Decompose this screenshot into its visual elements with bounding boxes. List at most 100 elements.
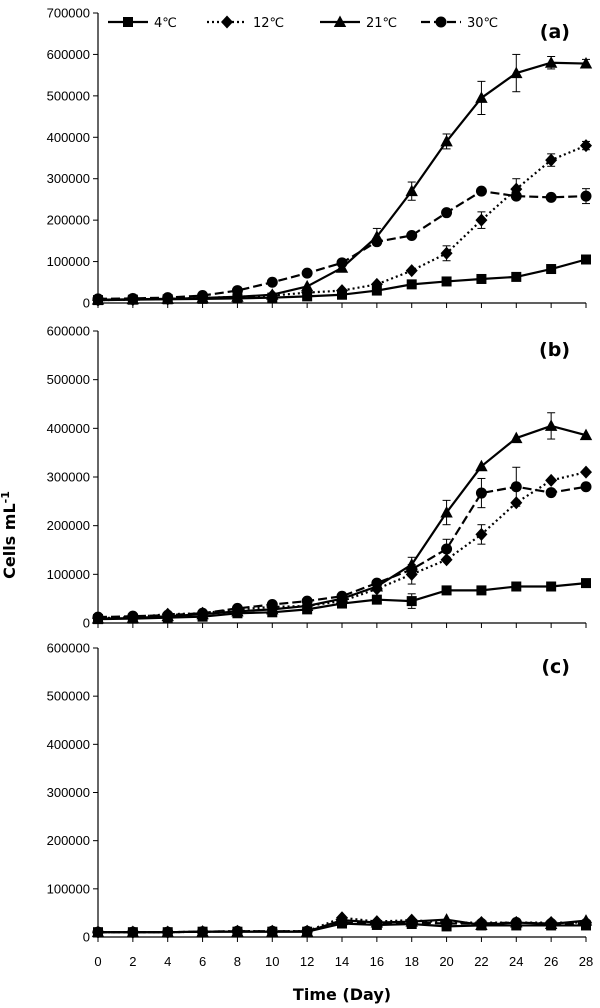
panel-a-series-line-30C	[97, 190, 587, 300]
panel-b-point-4C	[476, 585, 487, 596]
panel-b: 0 100000 200000 300000 400000 500000 600000 (b)	[47, 324, 593, 631]
panel-b-y-tick-label: 200000	[47, 518, 90, 533]
panel-b-series-line-30C	[97, 485, 587, 619]
panel-a: 0 100000 200000 300000 400000 500000 600000 700…	[47, 6, 593, 311]
panel-c-y-tick-label: 200000	[47, 833, 90, 848]
x-tick-label: 2	[129, 954, 136, 969]
x-tick-label: 26	[544, 954, 558, 969]
panel-a-point-30C	[266, 276, 278, 288]
panel-b-point-12C	[475, 527, 488, 541]
panels-layer: 0 100000 200000 300000 400000 500000 600000 700…	[47, 6, 594, 970]
panel-b-point-30C	[231, 602, 243, 614]
panel-b-point-30C	[336, 590, 348, 602]
panel-a-point-12C	[475, 213, 488, 227]
panel-a-point-30C	[510, 190, 522, 202]
legend: 4℃ 12℃ 21℃ 30℃	[108, 15, 498, 31]
panel-b-point-12C	[545, 473, 558, 487]
panel-b-point-30C	[441, 543, 453, 555]
panel-c-point-30C	[441, 918, 453, 930]
panel-c-point-30C	[197, 926, 209, 938]
panel-a-point-30C	[475, 185, 487, 197]
panel-b-point-30C	[127, 610, 139, 622]
panel-c-y-tick-label: 0	[83, 930, 90, 945]
panel-a-point-21C	[440, 134, 453, 147]
panel-c-point-30C	[92, 926, 104, 938]
panel-b-point-21C	[544, 419, 558, 431]
panel-b-point-30C	[266, 599, 278, 611]
panel-a-point-21C	[300, 279, 314, 292]
panel-a-point-21C	[266, 288, 279, 300]
panel-a-y-tick-label: 200000	[47, 213, 90, 228]
panel-b-point-4C	[511, 581, 522, 592]
panel-b-point-4C	[581, 578, 591, 589]
legend-item-4C: 4℃	[108, 16, 177, 31]
panel-a-point-21C	[544, 56, 558, 68]
panel-b-point-30C	[510, 481, 522, 493]
panel-b-y-tick-label: 500000	[47, 372, 90, 387]
panel-b-point-4C	[546, 581, 557, 592]
panel-a-label: (a)	[540, 21, 570, 43]
panel-c-point-30C	[406, 917, 418, 929]
y-axis-title-main: Cells mL	[0, 503, 19, 579]
panel-a-point-12C	[370, 277, 383, 291]
panel-c-point-30C	[336, 917, 348, 929]
x-tick-label: 10	[265, 954, 279, 969]
legend-label-12C: 12℃	[253, 16, 284, 31]
panel-a-point-30C	[301, 267, 313, 279]
panel-b-point-30C	[92, 611, 104, 623]
x-tick-labels: 0 2 4 6 8 10 12 14 16 18 20 22 24 26 28	[94, 954, 593, 969]
x-tick-label: 4	[164, 954, 171, 969]
panel-a-series-30C	[92, 185, 592, 305]
panel-a-point-30C	[127, 292, 139, 304]
panel-c: 0 100000 200000 300000 400000 500000 600000 (c)	[47, 641, 593, 945]
panel-c-point-30C	[231, 925, 243, 937]
panel-c-series-30C	[92, 917, 592, 938]
panel-a-point-4C	[476, 273, 487, 284]
panel-a-point-4C	[581, 254, 591, 265]
panel-c-point-30C	[162, 926, 174, 938]
legend-item-30C: 30℃	[421, 16, 498, 31]
panel-b-label: (b)	[539, 339, 570, 361]
panel-c-point-30C	[545, 918, 557, 930]
x-tick-label: 18	[404, 954, 418, 969]
legend-marker-21C	[333, 15, 347, 27]
panel-a-y-tick-label: 300000	[47, 171, 90, 186]
panel-a-point-12C	[580, 139, 592, 153]
x-tick-label: 24	[509, 954, 523, 969]
panel-a-point-30C	[545, 191, 557, 203]
x-tick-label: 22	[474, 954, 488, 969]
panel-b-point-30C	[475, 487, 487, 499]
panel-b-point-30C	[197, 607, 209, 619]
panel-b-point-4C	[371, 594, 382, 605]
legend-item-12C: 12℃	[207, 15, 284, 31]
panel-a-y-tick-label: 600000	[47, 47, 90, 62]
panel-c-series-line-30C	[98, 921, 586, 934]
panel-c-point-30C	[301, 925, 313, 937]
panel-b-point-30C	[545, 487, 557, 499]
x-tick-label: 6	[199, 954, 206, 969]
panel-b-point-21C	[440, 506, 453, 518]
panel-a-y-tick-label: 500000	[47, 88, 90, 103]
panel-c-point-30C	[475, 918, 487, 930]
panel-b-point-30C	[301, 595, 313, 607]
panel-b-point-30C	[162, 609, 174, 621]
panel-a-y-tick-label: 0	[83, 296, 90, 311]
panel-b-point-4C	[406, 596, 417, 607]
panel-b-point-21C	[579, 428, 593, 441]
panel-a-point-12C	[545, 153, 558, 167]
legend-item-21C: 21℃	[320, 15, 397, 31]
panel-a-point-4C	[441, 276, 452, 287]
x-tick-label: 12	[300, 954, 314, 969]
panel-a-point-21C	[510, 66, 523, 79]
x-tick-label: 0	[94, 954, 101, 969]
panel-b-point-30C	[371, 577, 383, 589]
legend-marker-30C	[435, 16, 447, 28]
y-axis-title-superscript: -1	[0, 491, 12, 503]
x-tick-label: 28	[579, 954, 593, 969]
panel-b-point-12C	[580, 465, 592, 479]
panel-c-point-30C	[371, 918, 383, 930]
panel-a-point-30C	[92, 293, 104, 305]
panel-b-point-21C	[510, 431, 523, 444]
panel-a-point-30C	[441, 207, 453, 219]
